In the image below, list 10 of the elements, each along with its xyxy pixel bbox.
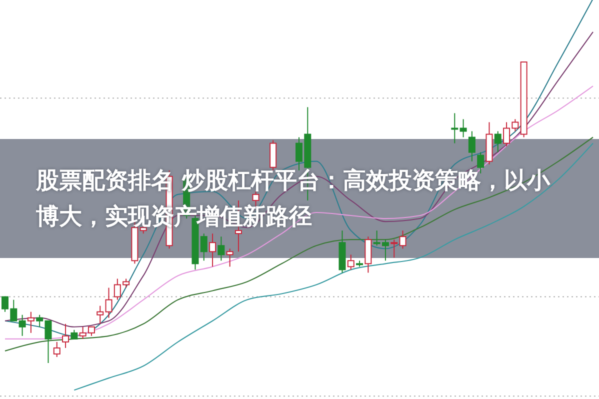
candlestick	[460, 118, 467, 138]
candlestick	[468, 130, 476, 162]
candlestick	[451, 112, 458, 144]
candlestick	[218, 236, 225, 262]
candlestick	[209, 233, 216, 268]
candlestick	[96, 305, 104, 324]
candlestick	[105, 287, 112, 318]
candlestick	[27, 311, 34, 334]
candlestick	[62, 323, 70, 348]
candlestick	[18, 314, 26, 336]
